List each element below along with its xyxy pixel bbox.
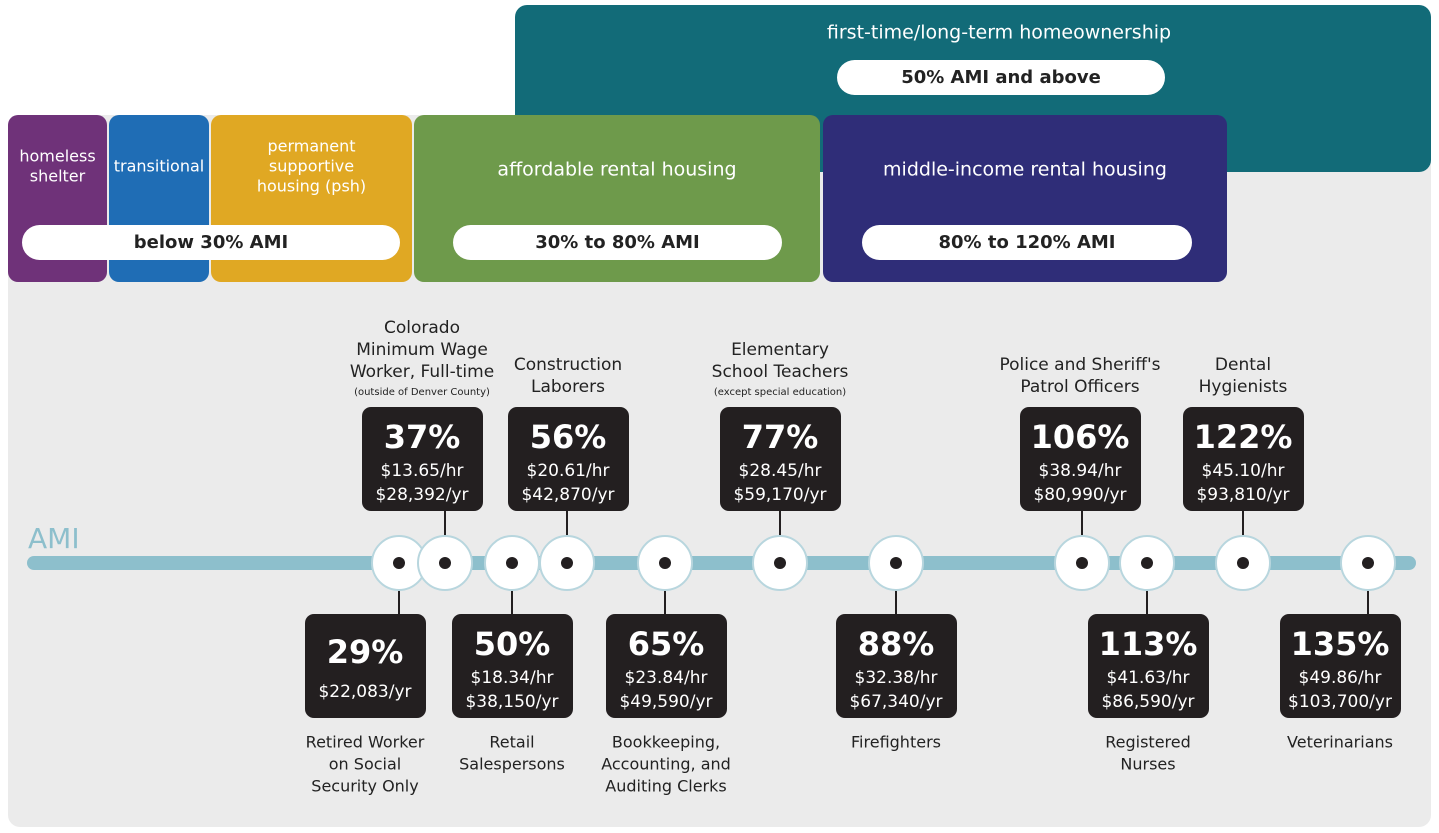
- wage-box: [1280, 614, 1401, 718]
- occupation: Veterinarians: [1287, 733, 1393, 752]
- wage-line: $32.38/hr: [855, 668, 938, 688]
- range-label: below 30% AMI: [134, 232, 288, 253]
- percent: 113%: [1099, 625, 1198, 663]
- range-label: 50% AMI and above: [901, 67, 1101, 88]
- wage-box: [1088, 614, 1209, 718]
- wage-box: [606, 614, 727, 718]
- occupation: Salespersons: [459, 755, 565, 774]
- occupation: Firefighters: [851, 733, 941, 752]
- wage-line: $80,990/yr: [1033, 485, 1126, 505]
- marker-dot: [1141, 557, 1153, 569]
- occupation: Nurses: [1120, 755, 1175, 774]
- tier-label: permanent: [267, 137, 355, 156]
- tier-label: shelter: [30, 167, 86, 186]
- wage-line: $22,083/yr: [318, 682, 411, 702]
- occupation: Hygienists: [1199, 377, 1288, 397]
- wage-line: $45.10/hr: [1202, 461, 1285, 481]
- wage-line: $13.65/hr: [381, 461, 464, 481]
- wage-line: $67,340/yr: [849, 692, 942, 712]
- occupation: Patrol Officers: [1020, 377, 1139, 397]
- percent: 56%: [530, 418, 607, 456]
- tier-label: homeless: [19, 147, 95, 166]
- percent: 29%: [327, 633, 404, 671]
- wage-box: [305, 614, 426, 718]
- occupation: Laborers: [531, 377, 605, 397]
- wage-box: [1183, 407, 1304, 511]
- wage-line: $18.34/hr: [471, 668, 554, 688]
- tier-label: supportive: [269, 157, 354, 176]
- range-pill: [837, 60, 1165, 95]
- occupation: Retired Worker: [306, 733, 425, 752]
- wage-line: $93,810/yr: [1196, 485, 1289, 505]
- range-label: 80% to 120% AMI: [938, 232, 1115, 253]
- occupation: Police and Sheriff's: [999, 355, 1160, 375]
- wage-line: $20.61/hr: [527, 461, 610, 481]
- wage-box: [508, 407, 629, 511]
- axis-label: AMI: [28, 522, 80, 555]
- wage-line: $41.63/hr: [1107, 668, 1190, 688]
- occupation: on Social: [329, 755, 401, 774]
- tier-label: transitional: [114, 157, 204, 176]
- percent: 106%: [1031, 418, 1130, 456]
- marker-dot: [1237, 557, 1249, 569]
- occupation-note: (except special education): [714, 387, 846, 398]
- marker-dot: [561, 557, 573, 569]
- occupation: School Teachers: [712, 362, 849, 382]
- wage-line: $38,150/yr: [465, 692, 558, 712]
- marker-dot: [659, 557, 671, 569]
- wage-line: $59,170/yr: [733, 485, 826, 505]
- range-pill: [453, 225, 782, 260]
- percent: 37%: [384, 418, 461, 456]
- occupation: Elementary: [731, 340, 829, 360]
- tier-label: affordable rental housing: [497, 159, 736, 181]
- range-pill: [862, 225, 1192, 260]
- tier-label: housing (psh): [257, 177, 366, 196]
- percent: 122%: [1194, 418, 1293, 456]
- wage-box: [452, 614, 573, 718]
- occupation: Accounting, and: [601, 755, 731, 774]
- marker-dot: [506, 557, 518, 569]
- wage-line: $42,870/yr: [521, 485, 614, 505]
- marker-dot: [890, 557, 902, 569]
- occupation-note: (outside of Denver County): [354, 387, 490, 398]
- wage-line: $28,392/yr: [375, 485, 468, 505]
- occupation: Security Only: [311, 777, 418, 796]
- homeownership-title: first-time/long-term homeownership: [827, 22, 1171, 44]
- marker-dot: [439, 557, 451, 569]
- wage-line: $86,590/yr: [1101, 692, 1194, 712]
- percent: 65%: [628, 625, 705, 663]
- occupation: Retail: [489, 733, 534, 752]
- range-pill: [22, 225, 400, 260]
- range-label: 30% to 80% AMI: [535, 232, 699, 253]
- percent: 77%: [742, 418, 819, 456]
- marker-dot: [393, 557, 405, 569]
- marker-dot: [774, 557, 786, 569]
- occupation: Dental: [1215, 355, 1271, 375]
- occupation: Bookkeeping,: [612, 733, 720, 752]
- occupation: Registered: [1105, 733, 1191, 752]
- percent: 88%: [858, 625, 935, 663]
- wage-box: [720, 407, 841, 511]
- occupation: Colorado: [384, 318, 460, 338]
- marker-dot: [1362, 557, 1374, 569]
- wage-box: [836, 614, 957, 718]
- wage-line: $28.45/hr: [739, 461, 822, 481]
- occupation: Construction: [514, 355, 622, 375]
- wage-line: $49,590/yr: [619, 692, 712, 712]
- wage-line: $49.86/hr: [1299, 668, 1382, 688]
- percent: 50%: [474, 625, 551, 663]
- occupation: Minimum Wage: [356, 340, 488, 360]
- wage-box: [1020, 407, 1141, 511]
- marker-dot: [1076, 557, 1088, 569]
- tier-label: middle-income rental housing: [883, 159, 1167, 181]
- occupation: Auditing Clerks: [605, 777, 726, 796]
- wage-box: [362, 407, 483, 511]
- wage-line: $38.94/hr: [1039, 461, 1122, 481]
- wage-line: $23.84/hr: [625, 668, 708, 688]
- wage-line: $103,700/yr: [1288, 692, 1392, 712]
- occupation: Worker, Full-time: [350, 362, 494, 382]
- percent: 135%: [1291, 625, 1390, 663]
